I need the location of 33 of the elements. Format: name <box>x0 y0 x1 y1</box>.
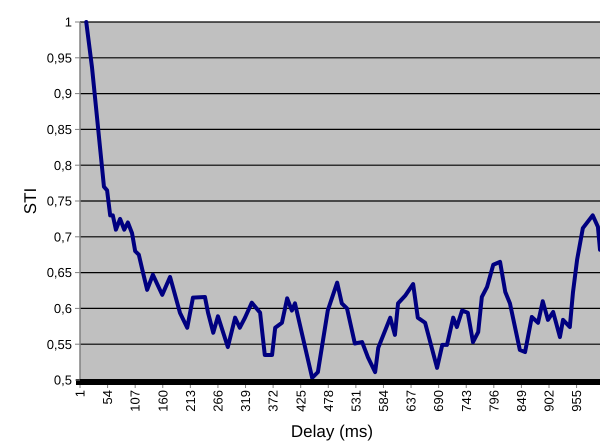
y-tick-label: 0,8 <box>54 158 72 173</box>
x-axis-title: Delay (ms) <box>290 422 374 441</box>
y-tick-label: 0,65 <box>46 265 72 280</box>
y-axis-title: STI <box>21 188 40 214</box>
x-tick-label: 690 <box>431 390 446 412</box>
y-tick-label: 0,9 <box>54 86 72 102</box>
x-tick-label: 266 <box>210 390 226 412</box>
y-tick-label: 0,7 <box>54 229 72 244</box>
x-tick-label: 213 <box>182 390 198 412</box>
y-tick-label: 1 <box>64 14 72 30</box>
y-tick-label: 0,6 <box>54 300 72 316</box>
x-tick-label: 54 <box>100 390 116 404</box>
x-tick-label: 319 <box>238 390 254 412</box>
x-tick-label: 584 <box>376 390 392 412</box>
x-tick-label: 902 <box>542 390 557 412</box>
y-tick-label: 0,85 <box>46 122 72 137</box>
y-tick-label: 0,75 <box>46 194 72 209</box>
x-tick-label: 955 <box>569 390 584 412</box>
x-tick-label: 743 <box>458 390 474 412</box>
x-tick-label: 107 <box>128 390 143 412</box>
x-tick-label: 637 <box>404 390 419 412</box>
x-tick-label: 1 <box>72 390 88 398</box>
line-series <box>84 20 600 380</box>
x-tick-label: 160 <box>155 390 170 412</box>
x-tick-label: 372 <box>266 390 281 412</box>
x-tick-label: 531 <box>348 390 364 412</box>
x-tick-label: 796 <box>486 390 502 412</box>
x-tick-label: 478 <box>320 390 336 412</box>
y-tick-label: 0,95 <box>46 50 72 66</box>
x-tick-label: 425 <box>293 390 308 412</box>
y-tick-label: 0,55 <box>46 336 72 352</box>
x-tick-label: 849 <box>514 390 529 412</box>
y-tick-label: 0,5 <box>54 372 72 388</box>
